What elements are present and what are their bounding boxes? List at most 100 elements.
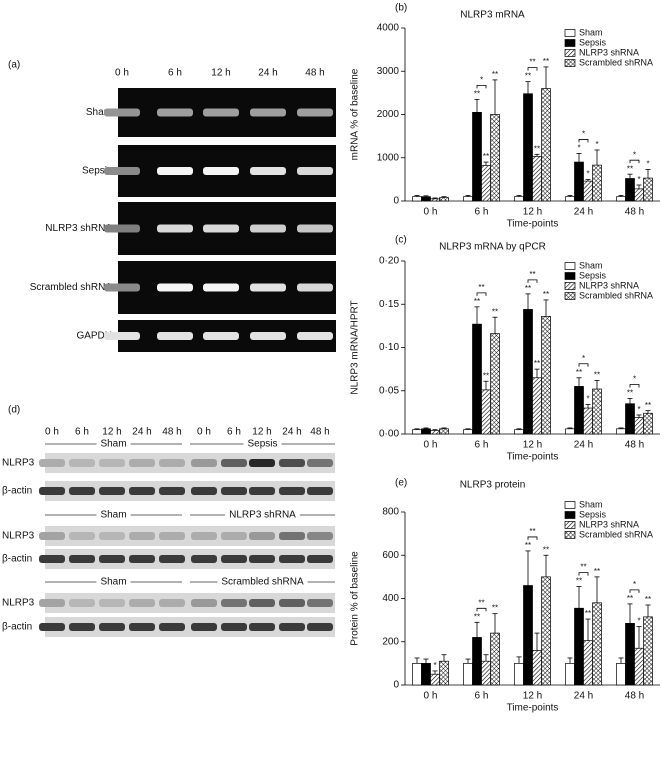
legend-swatch bbox=[564, 29, 576, 37]
bar bbox=[472, 111, 482, 202]
comparison-label: * bbox=[582, 354, 585, 363]
significance-label: ** bbox=[585, 609, 591, 618]
comparison-label: ** bbox=[580, 563, 586, 572]
group-label: NLRP3 shRNA bbox=[229, 510, 296, 521]
chart-title: NLRP3 protein bbox=[460, 480, 526, 491]
gel-band bbox=[203, 224, 239, 233]
column-label: 0 h bbox=[115, 68, 129, 79]
x-tick-label: 6 h bbox=[475, 207, 489, 218]
comparison-bracket bbox=[578, 572, 589, 576]
blot-band bbox=[99, 555, 125, 563]
comparison-label: ** bbox=[478, 283, 484, 292]
blot-band bbox=[249, 555, 275, 563]
group-label: Scrambled shRNA bbox=[221, 577, 304, 588]
bar bbox=[412, 196, 422, 202]
row-label: β-actin bbox=[2, 486, 32, 497]
column-label: 6 h bbox=[227, 427, 241, 438]
panel-label: (a) bbox=[8, 60, 20, 71]
x-tick-label: 12 h bbox=[523, 691, 542, 702]
group-label: Sham bbox=[100, 510, 126, 521]
significance-label: ** bbox=[525, 541, 531, 550]
bar bbox=[463, 663, 473, 686]
x-axis-label: Time-points bbox=[507, 219, 559, 230]
row-label: β-actin bbox=[2, 554, 32, 565]
significance-label: ** bbox=[594, 567, 600, 576]
group-label: Sham bbox=[100, 577, 126, 588]
bar bbox=[481, 389, 491, 435]
blot-band bbox=[39, 532, 65, 540]
column-label: 0 h bbox=[197, 427, 211, 438]
significance-label: ** bbox=[525, 284, 531, 293]
blot-band bbox=[39, 459, 65, 467]
bar bbox=[541, 88, 551, 202]
comparison-bracket bbox=[578, 363, 589, 367]
bar bbox=[616, 663, 626, 686]
gel-band bbox=[297, 108, 333, 117]
bar bbox=[583, 180, 593, 202]
significance-label: ** bbox=[525, 72, 531, 81]
bar bbox=[412, 663, 422, 686]
chart-title: NLRP3 mRNA bbox=[460, 10, 525, 21]
bar bbox=[523, 309, 533, 435]
y-tick-label: 0·00 bbox=[379, 429, 399, 440]
chart-title: NLRP3 mRNA by qPCR bbox=[439, 242, 546, 253]
blot-band bbox=[159, 532, 185, 540]
gel-band bbox=[157, 332, 193, 340]
blot-strip bbox=[45, 481, 335, 501]
blot-band bbox=[99, 532, 125, 540]
gel-band bbox=[250, 332, 286, 340]
x-tick-label: 24 h bbox=[574, 440, 593, 451]
y-tick-label: 0·20 bbox=[379, 256, 399, 267]
bar bbox=[625, 403, 635, 435]
significance-label: ** bbox=[534, 144, 540, 153]
blot-band bbox=[159, 623, 185, 631]
bar bbox=[634, 188, 644, 202]
bar bbox=[532, 156, 542, 202]
gel-band bbox=[297, 332, 333, 340]
bar bbox=[514, 196, 524, 202]
row-label: Sepsis bbox=[82, 166, 112, 177]
bar bbox=[616, 428, 626, 435]
bar bbox=[421, 663, 431, 686]
bar bbox=[430, 198, 440, 202]
legend-swatch bbox=[564, 282, 576, 290]
blot-band bbox=[221, 459, 247, 467]
significance-label: ** bbox=[594, 370, 600, 379]
bar bbox=[490, 632, 500, 686]
significance-label: ** bbox=[474, 89, 480, 98]
x-tick-label: 6 h bbox=[475, 440, 489, 451]
significance-label: ** bbox=[576, 368, 582, 377]
y-tick-label: 400 bbox=[382, 593, 399, 604]
significance-label: ** bbox=[627, 594, 633, 603]
column-label: 48 h bbox=[162, 427, 181, 438]
significance-label: * bbox=[637, 617, 640, 626]
bar bbox=[439, 660, 449, 686]
bar bbox=[472, 637, 482, 686]
blot-band bbox=[221, 532, 247, 540]
bar bbox=[523, 585, 533, 686]
comparison-bracket bbox=[527, 536, 538, 540]
gel-band bbox=[297, 283, 333, 292]
x-tick-label: 6 h bbox=[475, 691, 489, 702]
bar bbox=[421, 196, 431, 202]
row-label: GAPDH bbox=[76, 331, 112, 342]
significance-label: ** bbox=[645, 401, 651, 410]
significance-label: * bbox=[637, 175, 640, 184]
blot-band bbox=[191, 623, 217, 631]
bar bbox=[481, 660, 491, 686]
x-tick-label: 24 h bbox=[574, 691, 593, 702]
comparison-label: * bbox=[633, 580, 636, 589]
gel-band bbox=[157, 167, 193, 175]
comparison-bracket bbox=[527, 279, 538, 283]
blot-band bbox=[69, 532, 95, 540]
blot-strip bbox=[45, 593, 335, 613]
bar bbox=[463, 196, 473, 202]
significance-label: ** bbox=[474, 297, 480, 306]
significance-label: ** bbox=[645, 595, 651, 604]
gel-band bbox=[157, 108, 193, 117]
column-label: 6 h bbox=[75, 427, 89, 438]
legend-swatch bbox=[564, 521, 576, 529]
blot-band bbox=[307, 623, 333, 631]
significance-label: ** bbox=[576, 577, 582, 586]
